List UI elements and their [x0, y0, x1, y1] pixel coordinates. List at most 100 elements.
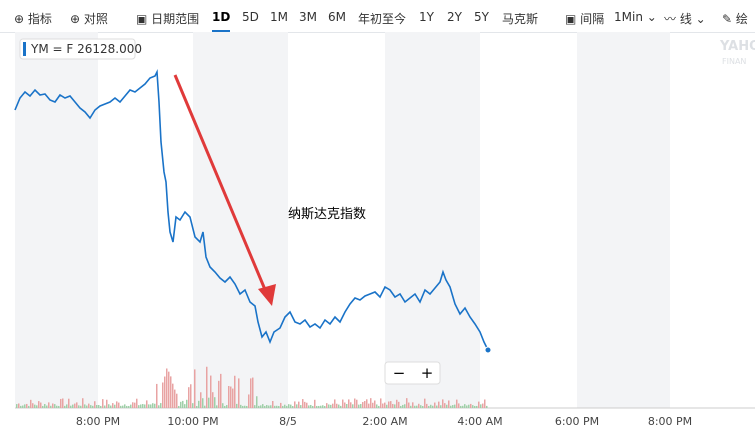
volume-bar: [30, 399, 32, 408]
volume-bar: [134, 402, 136, 408]
volume-bar: [202, 398, 204, 408]
volume-bar: [394, 404, 396, 408]
volume-bar: [298, 401, 300, 408]
volume-bar: [84, 404, 86, 408]
volume-bar: [240, 404, 242, 408]
volume-bar: [44, 404, 46, 408]
x-tick-label: 8/5: [279, 415, 297, 428]
range-button[interactable]: 1M: [270, 10, 288, 24]
volume-bar: [332, 403, 334, 408]
volume-bar: [418, 403, 420, 408]
volume-bar: [420, 405, 422, 408]
volume-bar: [382, 403, 384, 408]
volume-bar: [288, 404, 290, 408]
volume-bar: [354, 398, 356, 408]
volume-bar: [194, 369, 196, 408]
volume-bar: [270, 405, 272, 408]
volume-bar: [232, 388, 234, 408]
volume-bar: [340, 405, 342, 408]
volume-bar: [40, 402, 42, 408]
volume-bar: [276, 405, 278, 408]
volume-bar: [148, 404, 150, 408]
volume-bar: [410, 405, 412, 408]
last-point: [484, 346, 492, 354]
volume-bar: [120, 405, 122, 408]
volume-bar: [272, 401, 274, 408]
volume-bar: [116, 401, 118, 408]
volume-bar: [356, 399, 358, 408]
zoom-out[interactable]: −: [393, 364, 406, 382]
volume-bar: [260, 405, 262, 408]
range-button[interactable]: 1Y: [419, 10, 434, 24]
volume-bar: [404, 404, 406, 408]
volume-bar: [268, 405, 270, 408]
volume-bar: [230, 386, 232, 408]
volume-bar: [328, 404, 330, 408]
volume-bar: [364, 401, 366, 408]
volume-bar: [58, 405, 60, 408]
indicators-button[interactable]: ⊕ 指标: [14, 12, 52, 26]
volume-bar: [250, 378, 252, 408]
range-button[interactable]: 年初至今: [358, 12, 407, 26]
volume-bar: [316, 405, 318, 408]
range-button[interactable]: 5D: [242, 10, 259, 24]
compare-button[interactable]: ⊕ 对照: [70, 12, 108, 26]
volume-bar: [96, 405, 98, 408]
volume-bar: [428, 405, 430, 408]
volume-bar: [264, 405, 266, 408]
range-button[interactable]: 3M: [299, 10, 317, 24]
interval-select[interactable]: 1Min ⌄: [614, 10, 657, 24]
volume-bar: [398, 401, 400, 408]
volume-bar: [436, 405, 438, 408]
volume-bar: [416, 405, 418, 408]
volume-bar: [52, 403, 54, 408]
volume-bar: [256, 396, 258, 408]
volume-bar: [188, 387, 190, 408]
volume-bar: [176, 393, 178, 408]
volume-bar: [118, 402, 120, 408]
volume-bar: [368, 403, 370, 408]
draw-button[interactable]: ✎ 绘: [722, 12, 748, 26]
arrow: [173, 74, 268, 293]
volume-bar: [146, 400, 148, 408]
volume-bar: [100, 405, 102, 408]
volume-bar: [262, 404, 264, 408]
range-button[interactable]: 5Y: [474, 10, 489, 24]
volume-bar: [62, 398, 64, 408]
volume-bar: [110, 405, 112, 408]
volume-bar: [174, 389, 176, 408]
label: 对照: [83, 12, 108, 26]
volume-bar: [214, 397, 216, 408]
range-button[interactable]: 马克斯: [502, 12, 539, 26]
volume-bar: [70, 405, 72, 408]
volume-bar: [460, 405, 462, 408]
volume-bar: [154, 403, 156, 408]
volume-bar: [306, 402, 308, 408]
date-range-button[interactable]: ▣ 日期范围: [136, 12, 200, 26]
volume-bar: [384, 402, 386, 408]
volume-bar: [18, 403, 20, 408]
volume-bar: [236, 403, 238, 408]
volume-bar: [204, 405, 206, 408]
range-button[interactable]: 1D: [212, 10, 231, 32]
line-type-select[interactable]: 〰 线 ⌄: [664, 12, 706, 26]
volume-bar: [210, 375, 212, 408]
volume-bar: [424, 398, 426, 408]
volume-bar: [94, 401, 96, 408]
interval-button[interactable]: ▣ 间隔: [565, 12, 605, 26]
volume-bar: [378, 405, 380, 408]
range-button[interactable]: 2Y: [447, 10, 462, 24]
volume-bar: [196, 405, 198, 408]
volume-bar: [450, 405, 452, 408]
volume-bar: [28, 405, 30, 408]
x-tick-label: 10:00 PM: [167, 415, 218, 428]
volume-bar: [64, 405, 66, 408]
volume-bar: [162, 382, 164, 408]
volume-bar: [466, 405, 468, 408]
range-button[interactable]: 6M: [328, 10, 346, 24]
volume-bar: [362, 402, 364, 408]
volume-bar: [476, 405, 478, 408]
zoom-in[interactable]: +: [421, 364, 434, 382]
volume-bar: [458, 403, 460, 408]
volume-bar: [72, 404, 74, 408]
